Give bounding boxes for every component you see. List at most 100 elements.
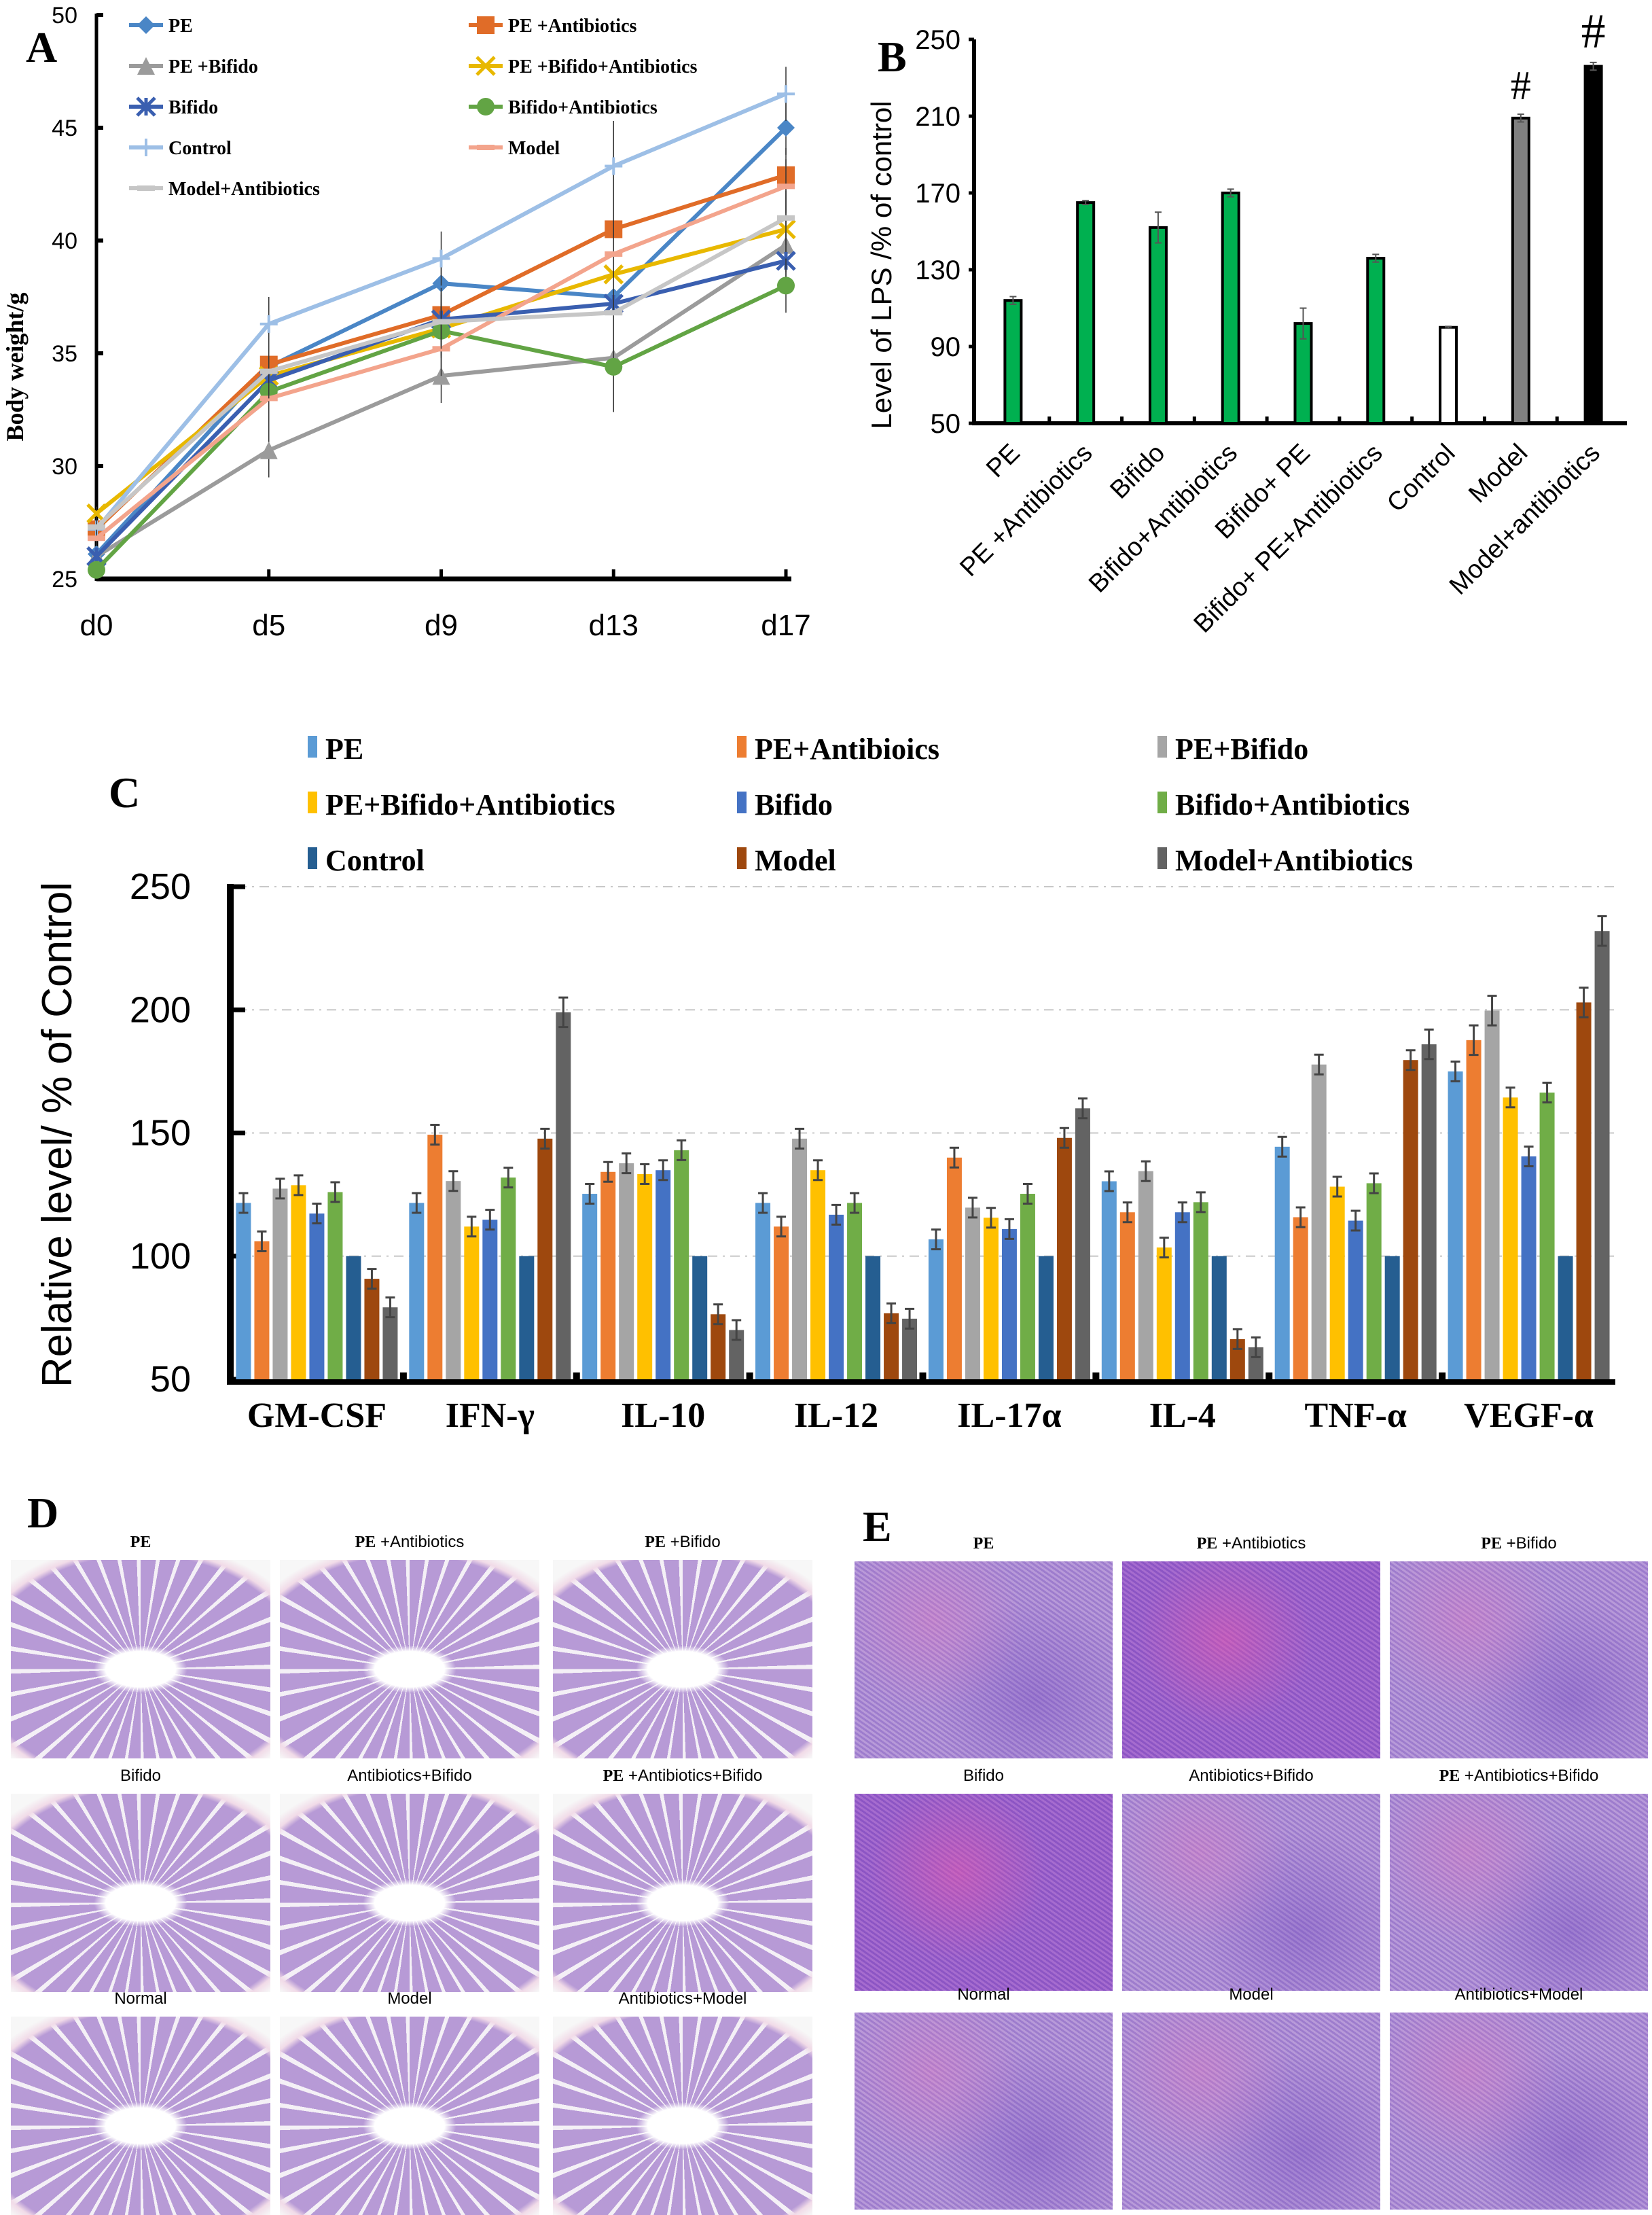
error-bar [1372,253,1380,263]
bar [382,1307,398,1379]
y-tick-label: 50 [931,409,961,439]
y-tick-label: 100 [130,1236,191,1277]
legend-label: Model+Antibiotics [1175,844,1413,877]
error-bar [658,1159,668,1182]
image-label-text: Antibiotics+Bifido [347,1767,472,1785]
bar [1439,325,1458,425]
error-bar [367,1268,377,1290]
image-label-prefix: PE [1439,1767,1460,1785]
bar [656,1170,671,1379]
bar [1193,1202,1208,1379]
legend-marker [137,16,155,34]
error-bar [1450,1060,1460,1082]
bar [1221,192,1240,425]
significance-mark: # [1581,4,1606,58]
error-bar [713,1303,723,1326]
bar [1311,1064,1327,1379]
error-bar [1141,1160,1151,1182]
bar [482,1220,498,1379]
image-label: Bifido [11,1767,270,1786]
error-bar [1177,1201,1187,1224]
data-point [88,561,105,579]
error-bar [1277,1135,1287,1158]
legend-marker [477,98,495,116]
x-tick-label: IL-12 [794,1396,878,1435]
legend-swatch [308,792,317,813]
image-label-text: +Bifido [665,1533,721,1551]
image-label: PE +Bifido [553,1533,812,1552]
legend-item: PE+Bifido [1157,732,1308,766]
legend-item: Bifido+Antibiotics [469,97,658,118]
error-bar [677,1139,687,1161]
image-label: Normal [855,1985,1113,2004]
error-bar [795,1127,805,1150]
image-label: Antibiotics+Model [1390,1985,1648,2004]
histology-image [553,1560,812,1758]
bar [946,1157,962,1379]
error-bar [886,1302,897,1324]
error-bar [1082,200,1090,205]
bar [1148,226,1168,425]
bar [847,1203,863,1379]
group-gm-csf: GM-CSF [236,1174,398,1435]
bar-1: PE +Antibiotics [954,200,1098,582]
bar [346,1256,361,1379]
error-bar [1517,113,1524,123]
error-bar [1487,995,1497,1027]
group-il-10: IL-10 [582,1139,744,1435]
bar [1558,1256,1573,1379]
error-bar [1154,211,1162,244]
legend-swatch [737,847,747,869]
bar [1056,1137,1072,1379]
bar [619,1163,634,1379]
legend-item: PE [129,16,193,37]
y-tick-label: 90 [931,332,961,362]
bar [309,1213,325,1379]
legend-label: Model [755,844,836,877]
legend-label: PE [325,732,363,766]
legend-item: Model+Antibiotics [1157,844,1413,877]
data-point [777,215,795,221]
y-tick-label: 200 [130,989,191,1030]
data-point [432,319,450,325]
bar [1576,1002,1592,1379]
error-bar [640,1163,650,1186]
legend-marker [137,185,155,191]
data-point [777,85,795,103]
legend-item: PE+Bifido+Antibiotics [308,788,615,821]
legend-label: PE +Antibiotics [508,16,637,37]
error-bar [585,1183,595,1205]
image-label-text: +Antibiotics+Bifido [1460,1767,1599,1785]
image-label-prefix: PE [355,1534,376,1551]
error-bar [558,996,569,1029]
bar [1211,1256,1227,1379]
bar [1583,65,1603,425]
bar [692,1256,708,1379]
group-il-17-: IL-17α [928,1097,1090,1435]
image-label-prefix: PE [130,1534,151,1551]
bar [501,1177,516,1379]
x-tick-label: TNF-α [1305,1396,1407,1435]
legend-item: Model [737,844,836,877]
y-tick-label: 130 [915,255,960,285]
bar [600,1171,616,1379]
bar [637,1174,653,1379]
bar [1138,1171,1153,1379]
series-model [88,159,795,546]
histology-image [1390,1561,1648,1758]
image-label-text: Bifido [120,1767,162,1785]
x-tick-label: d9 [425,609,458,642]
image-label-text: Model [387,1989,432,2008]
legend-label: PE +Bifido+Antibiotics [508,56,698,77]
image-label: Model [280,1989,539,2008]
error-bar [758,1192,768,1214]
error-bar [1314,1053,1324,1076]
legend-item: Bifido [737,788,833,821]
chart-c-cytokines: PE PE+Antibioics PE+Bifido PE+Bifido+Antibi… [34,732,1615,1435]
error-bar [1059,1127,1069,1149]
bar-7: # Model [1463,63,1533,508]
bar [1329,1186,1345,1379]
y-tick-label: 170 [915,179,960,209]
histology-image [855,2013,1113,2210]
bar [1119,1212,1135,1379]
